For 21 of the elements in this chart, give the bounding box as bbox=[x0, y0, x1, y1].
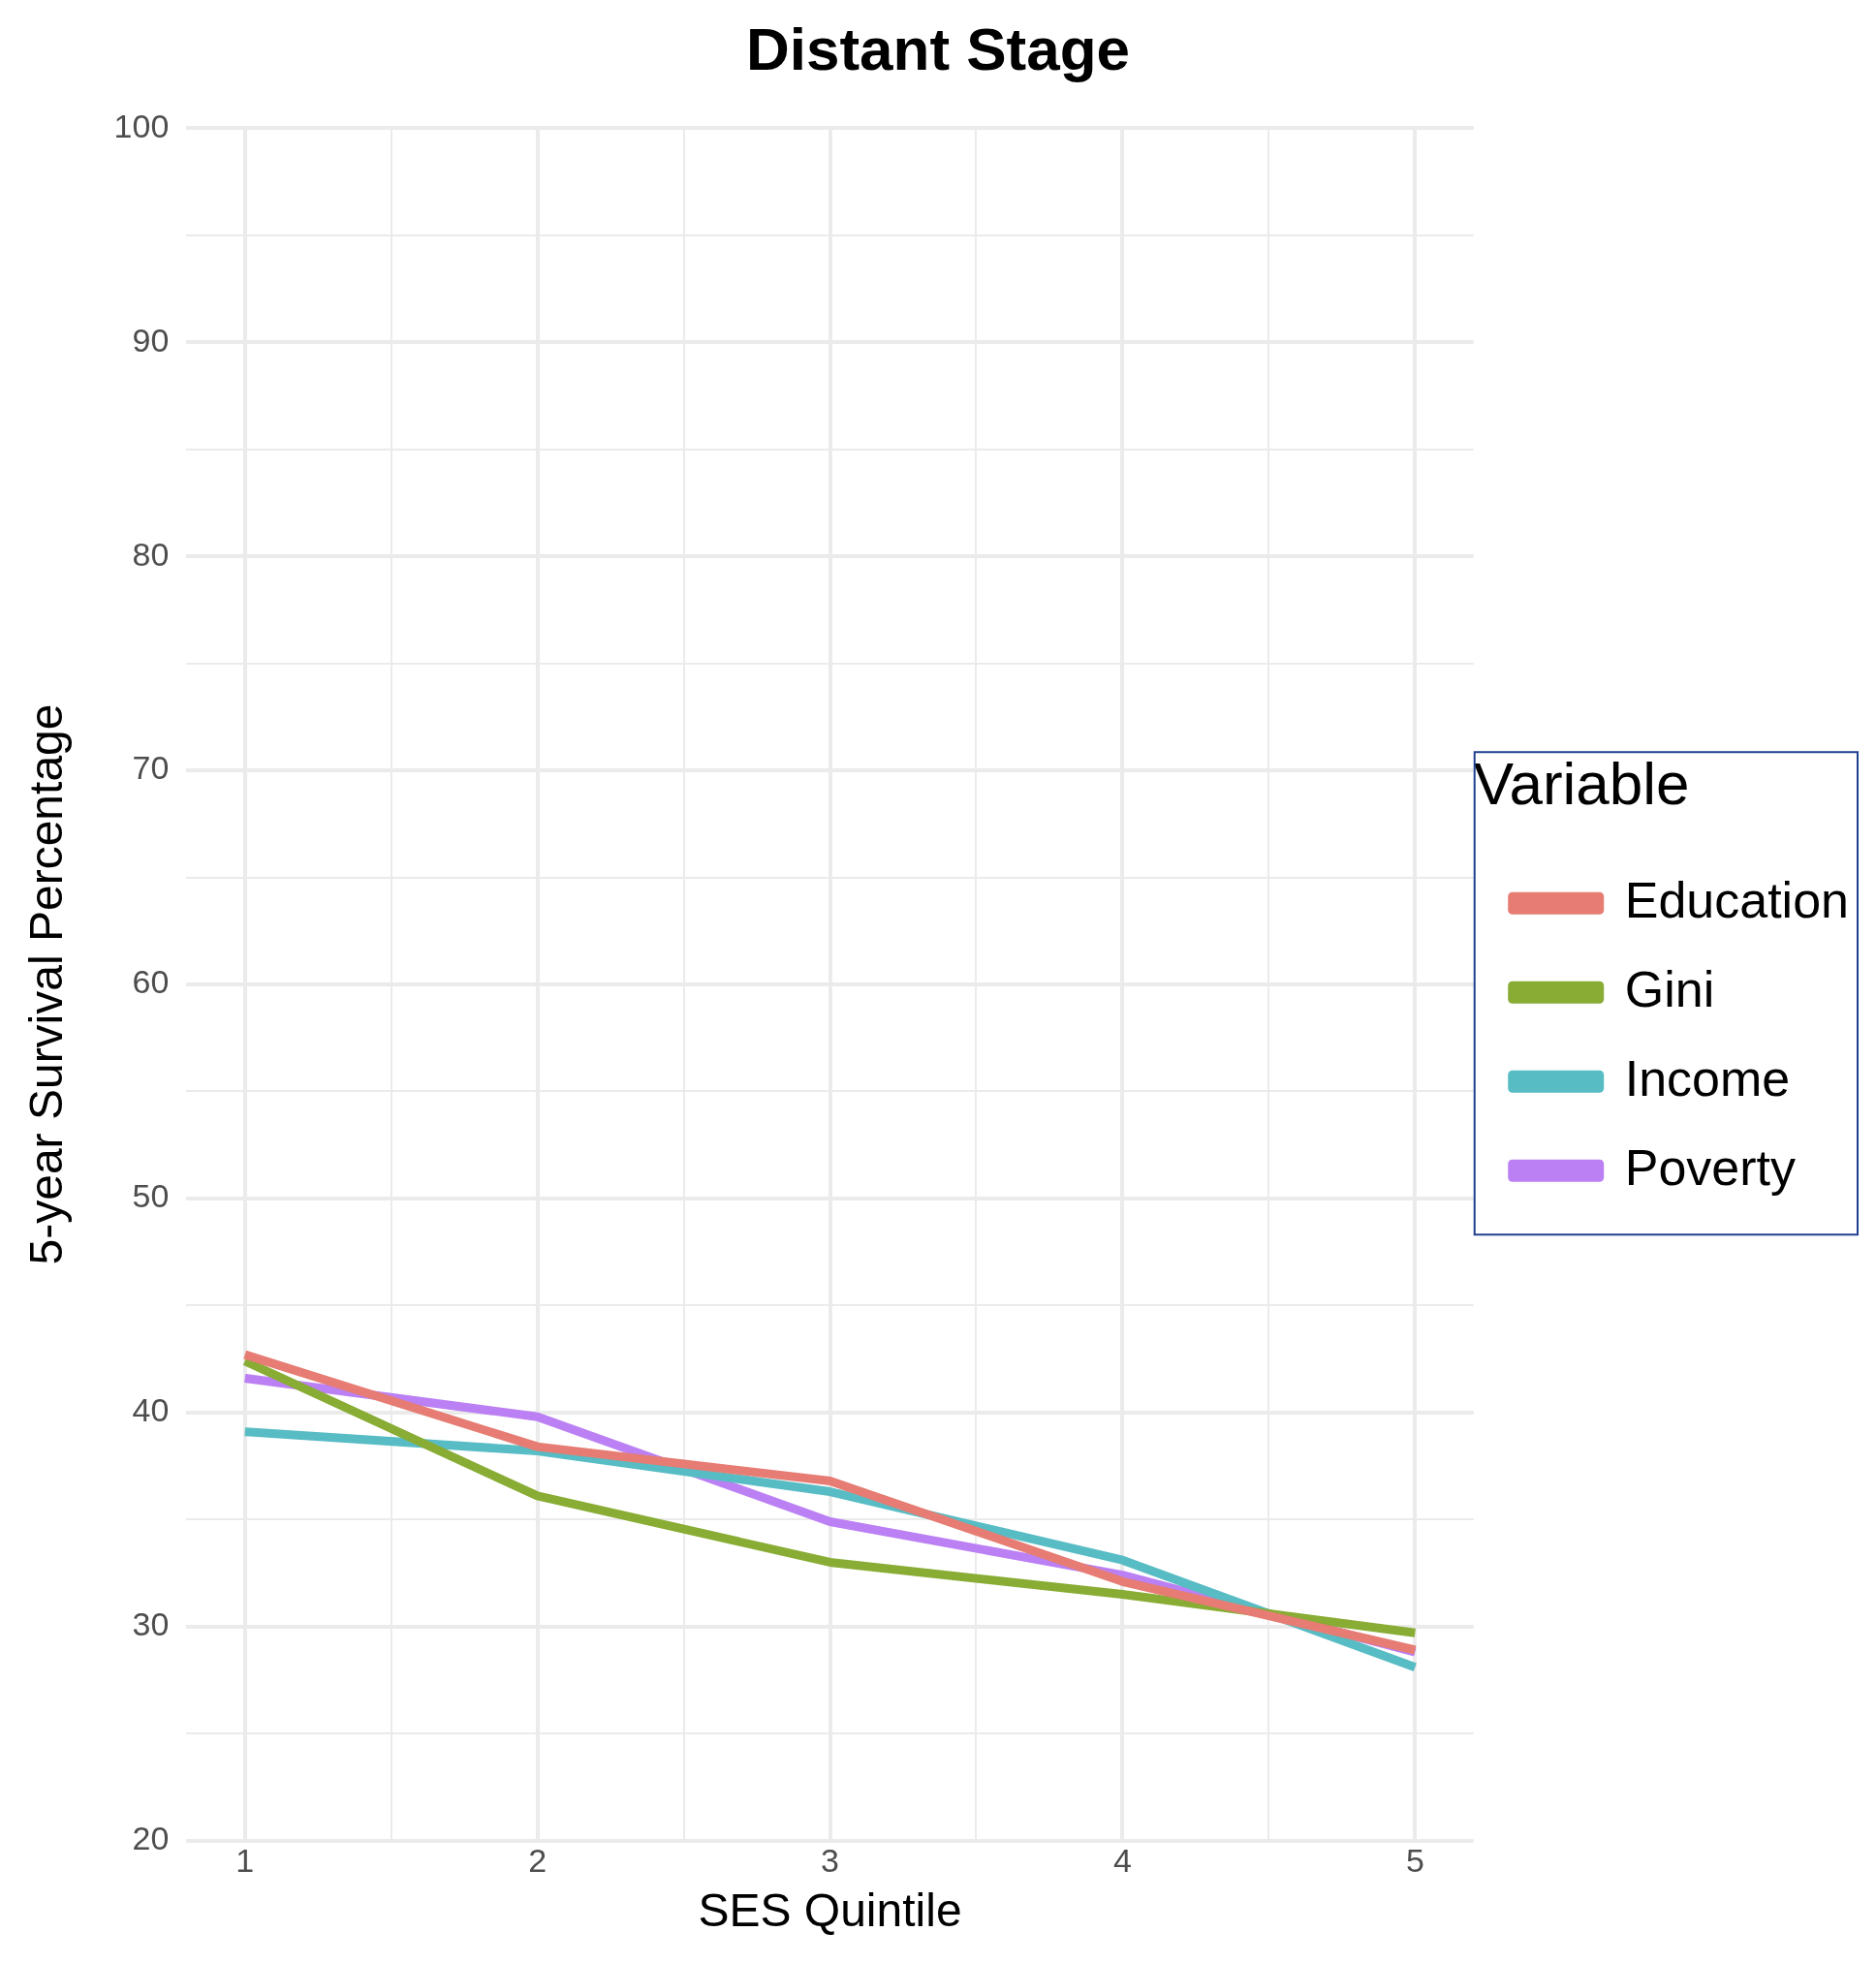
legend-label: Education bbox=[1624, 871, 1850, 928]
x-tick-label: 3 bbox=[821, 1842, 839, 1880]
legend-label: Gini bbox=[1624, 960, 1715, 1017]
y-tick-label: 70 bbox=[132, 749, 170, 787]
y-tick-label: 30 bbox=[132, 1605, 170, 1643]
x-tick-label: 5 bbox=[1405, 1842, 1424, 1880]
x-axis-title: SES Quintile bbox=[698, 1885, 962, 1937]
y-axis-title: 5-year Survival Percentage bbox=[20, 703, 73, 1265]
x-tick-label: 1 bbox=[235, 1842, 255, 1880]
x-tick-label: 2 bbox=[528, 1842, 547, 1880]
y-tick-label: 60 bbox=[132, 963, 170, 1001]
chart-title: Distant Stage bbox=[745, 16, 1131, 83]
y-tick-label: 40 bbox=[132, 1391, 170, 1429]
y-tick-label: 80 bbox=[132, 535, 170, 573]
legend-label: Income bbox=[1624, 1049, 1791, 1106]
y-tick-label: 50 bbox=[132, 1177, 170, 1215]
x-tick-label: 4 bbox=[1112, 1842, 1132, 1880]
y-tick-label: 100 bbox=[113, 107, 170, 144]
y-tick-label: 90 bbox=[132, 321, 170, 358]
y-tick-label: 20 bbox=[132, 1819, 170, 1856]
legend-label: Poverty bbox=[1624, 1138, 1797, 1196]
